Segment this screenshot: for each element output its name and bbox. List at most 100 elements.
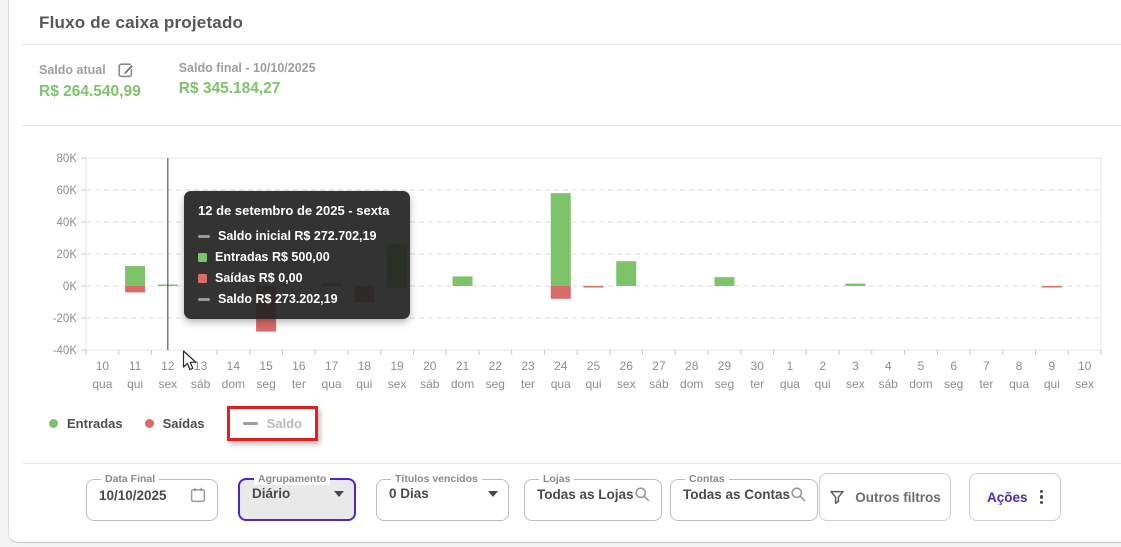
- y-tick-label: -40K: [53, 345, 78, 357]
- x-label-weekday: qui: [1044, 377, 1060, 391]
- bar-entradas-3[interactable]: [845, 283, 866, 286]
- x-label-day: 13: [194, 359, 208, 373]
- legend-label: Saídas: [162, 415, 205, 431]
- tooltip-marker-dash-icon: [198, 234, 210, 238]
- x-label-day: 27: [652, 359, 666, 373]
- x-label-day: 19: [390, 359, 404, 373]
- acoes-label: Ações: [987, 489, 1028, 505]
- y-tick-label: 20K: [57, 249, 78, 261]
- x-label-day: 11: [129, 359, 142, 373]
- x-label-day: 21: [456, 359, 470, 373]
- bar-entradas-26[interactable]: [616, 261, 637, 286]
- cash-flow-card: Fluxo de caixa projetado Saldo atual R$ …: [8, 0, 1121, 543]
- bar-entradas-29[interactable]: [714, 277, 735, 286]
- y-tick-label: 40K: [57, 217, 78, 229]
- legend-dot-icon: [49, 418, 58, 428]
- bar-entradas-21[interactable]: [452, 276, 473, 286]
- x-label-day: 20: [423, 359, 437, 373]
- contas-value[interactable]: Todas as Contas: [683, 487, 791, 502]
- x-label-weekday: qua: [1009, 377, 1029, 391]
- titulos-vencidos-value[interactable]: 0 Dias: [389, 486, 429, 501]
- x-label-day: 28: [685, 359, 699, 373]
- x-label-weekday: seg: [486, 377, 505, 391]
- edit-saldo-button[interactable]: [118, 61, 135, 78]
- x-label-day: 17: [325, 359, 339, 373]
- legend-dash-icon: [242, 421, 258, 425]
- legend-item-saidas[interactable]: Saídas: [144, 415, 205, 431]
- x-label-day: 16: [292, 359, 306, 373]
- divider-under-title: [21, 44, 1121, 45]
- x-label-day: 22: [489, 359, 503, 373]
- chevron-down-icon[interactable]: [334, 490, 344, 497]
- x-label-day: 25: [587, 359, 601, 373]
- agrupamento-label: Agrupamento: [254, 473, 331, 485]
- x-label-weekday: dom: [451, 377, 474, 391]
- x-label-weekday: sáb: [191, 377, 211, 391]
- x-label-weekday: qui: [356, 377, 372, 391]
- x-label-weekday: ter: [521, 377, 535, 391]
- cash-flow-chart: 80K 60K 40K 20K 0K -20K -40K 10 qua 11 qui 12 sex 13 s…: [9, 140, 1121, 400]
- filter-funnel-icon: [830, 490, 844, 504]
- outros-filtros-button[interactable]: Outros filtros: [819, 473, 951, 521]
- x-label-day: 23: [521, 359, 535, 373]
- x-label-day: 2: [819, 359, 826, 373]
- divider-above-chart: [21, 125, 1121, 126]
- y-tick-label: -20K: [53, 313, 78, 325]
- data-final-field[interactable]: Data Final 10/10/2025: [86, 473, 218, 521]
- edit-pencil-icon: [118, 63, 134, 78]
- bar-entradas-11[interactable]: [125, 266, 146, 286]
- x-label-day: 4: [885, 359, 892, 373]
- bar-saídas-11[interactable]: [125, 286, 146, 293]
- calendar-icon[interactable]: [189, 486, 207, 504]
- bar-entradas-24[interactable]: [550, 193, 571, 286]
- kebab-menu-icon: [1039, 489, 1043, 505]
- lojas-label: Lojas: [543, 473, 571, 485]
- agrupamento-select[interactable]: Agrupamento Diário: [238, 473, 356, 521]
- legend-item-entradas[interactable]: Entradas: [49, 416, 123, 431]
- agrupamento-value[interactable]: Diário: [252, 486, 291, 501]
- x-label-weekday: qui: [815, 377, 831, 391]
- tooltip-row: Saídas R$ 0,00: [198, 271, 396, 285]
- y-tick-label: 0K: [63, 281, 77, 293]
- bar-saídas-25[interactable]: [583, 286, 604, 288]
- x-label-weekday: sex: [1075, 377, 1094, 391]
- x-label-weekday: seg: [715, 377, 734, 391]
- bar-saídas-24[interactable]: [550, 286, 571, 299]
- x-label-weekday: dom: [909, 377, 932, 391]
- chevron-down-icon[interactable]: [488, 490, 498, 497]
- saldo-atual-label: Saldo atual: [39, 62, 106, 77]
- cash-flow-chart-svg[interactable]: 80K60K40K20K0K-20K-40K10qua11qui12sex13s…: [9, 140, 1121, 400]
- tooltip-row-label: Saldo inicial R$ 272.702,19: [218, 229, 377, 243]
- search-icon[interactable]: [790, 486, 807, 503]
- data-final-value[interactable]: 10/10/2025: [99, 487, 167, 503]
- contas-label: Contas: [689, 473, 725, 485]
- tooltip-row-label: Saldo R$ 273.202,19: [218, 292, 338, 306]
- saldo-final-value: R$ 345.184,27: [178, 80, 281, 97]
- acoes-button[interactable]: Ações: [969, 473, 1061, 521]
- mouse-cursor: [182, 350, 197, 371]
- x-label-day: 10: [1078, 359, 1092, 373]
- legend-dot-icon: [144, 418, 154, 428]
- x-label-day: 26: [620, 359, 634, 373]
- tooltip-marker-square-icon: [198, 273, 207, 283]
- x-label-weekday: qua: [551, 377, 571, 391]
- legend-item-saldo[interactable]: Saldo: [226, 405, 318, 441]
- x-label-day: 8: [1016, 359, 1023, 373]
- tooltip-row-label: Entradas R$ 500,00: [215, 250, 330, 264]
- tooltip-row: Entradas R$ 500,00: [198, 250, 396, 264]
- lojas-field[interactable]: Lojas Todas as Lojas: [524, 473, 662, 521]
- y-tick-label: 80K: [57, 153, 78, 165]
- contas-field[interactable]: Contas Todas as Contas: [670, 473, 819, 521]
- bar-saídas-9[interactable]: [1041, 286, 1062, 288]
- x-label-weekday: ter: [750, 377, 764, 391]
- titulos-vencidos-select[interactable]: Títulos vencidos 0 Dias: [376, 473, 509, 521]
- lojas-value[interactable]: Todas as Lojas: [537, 487, 634, 502]
- saldo-atual-block: Saldo atual R$ 264.540,99: [39, 61, 141, 101]
- titulos-vencidos-label: Títulos vencidos: [395, 473, 478, 485]
- search-icon[interactable]: [634, 486, 651, 503]
- tooltip-row: Saldo R$ 273.202,19: [198, 292, 396, 306]
- x-label-day: 6: [950, 359, 957, 373]
- x-label-weekday: qua: [92, 377, 112, 391]
- tooltip-title: 12 de setembro de 2025 - sexta: [198, 203, 390, 218]
- tooltip-row: Saldo inicial R$ 272.702,19: [198, 229, 396, 243]
